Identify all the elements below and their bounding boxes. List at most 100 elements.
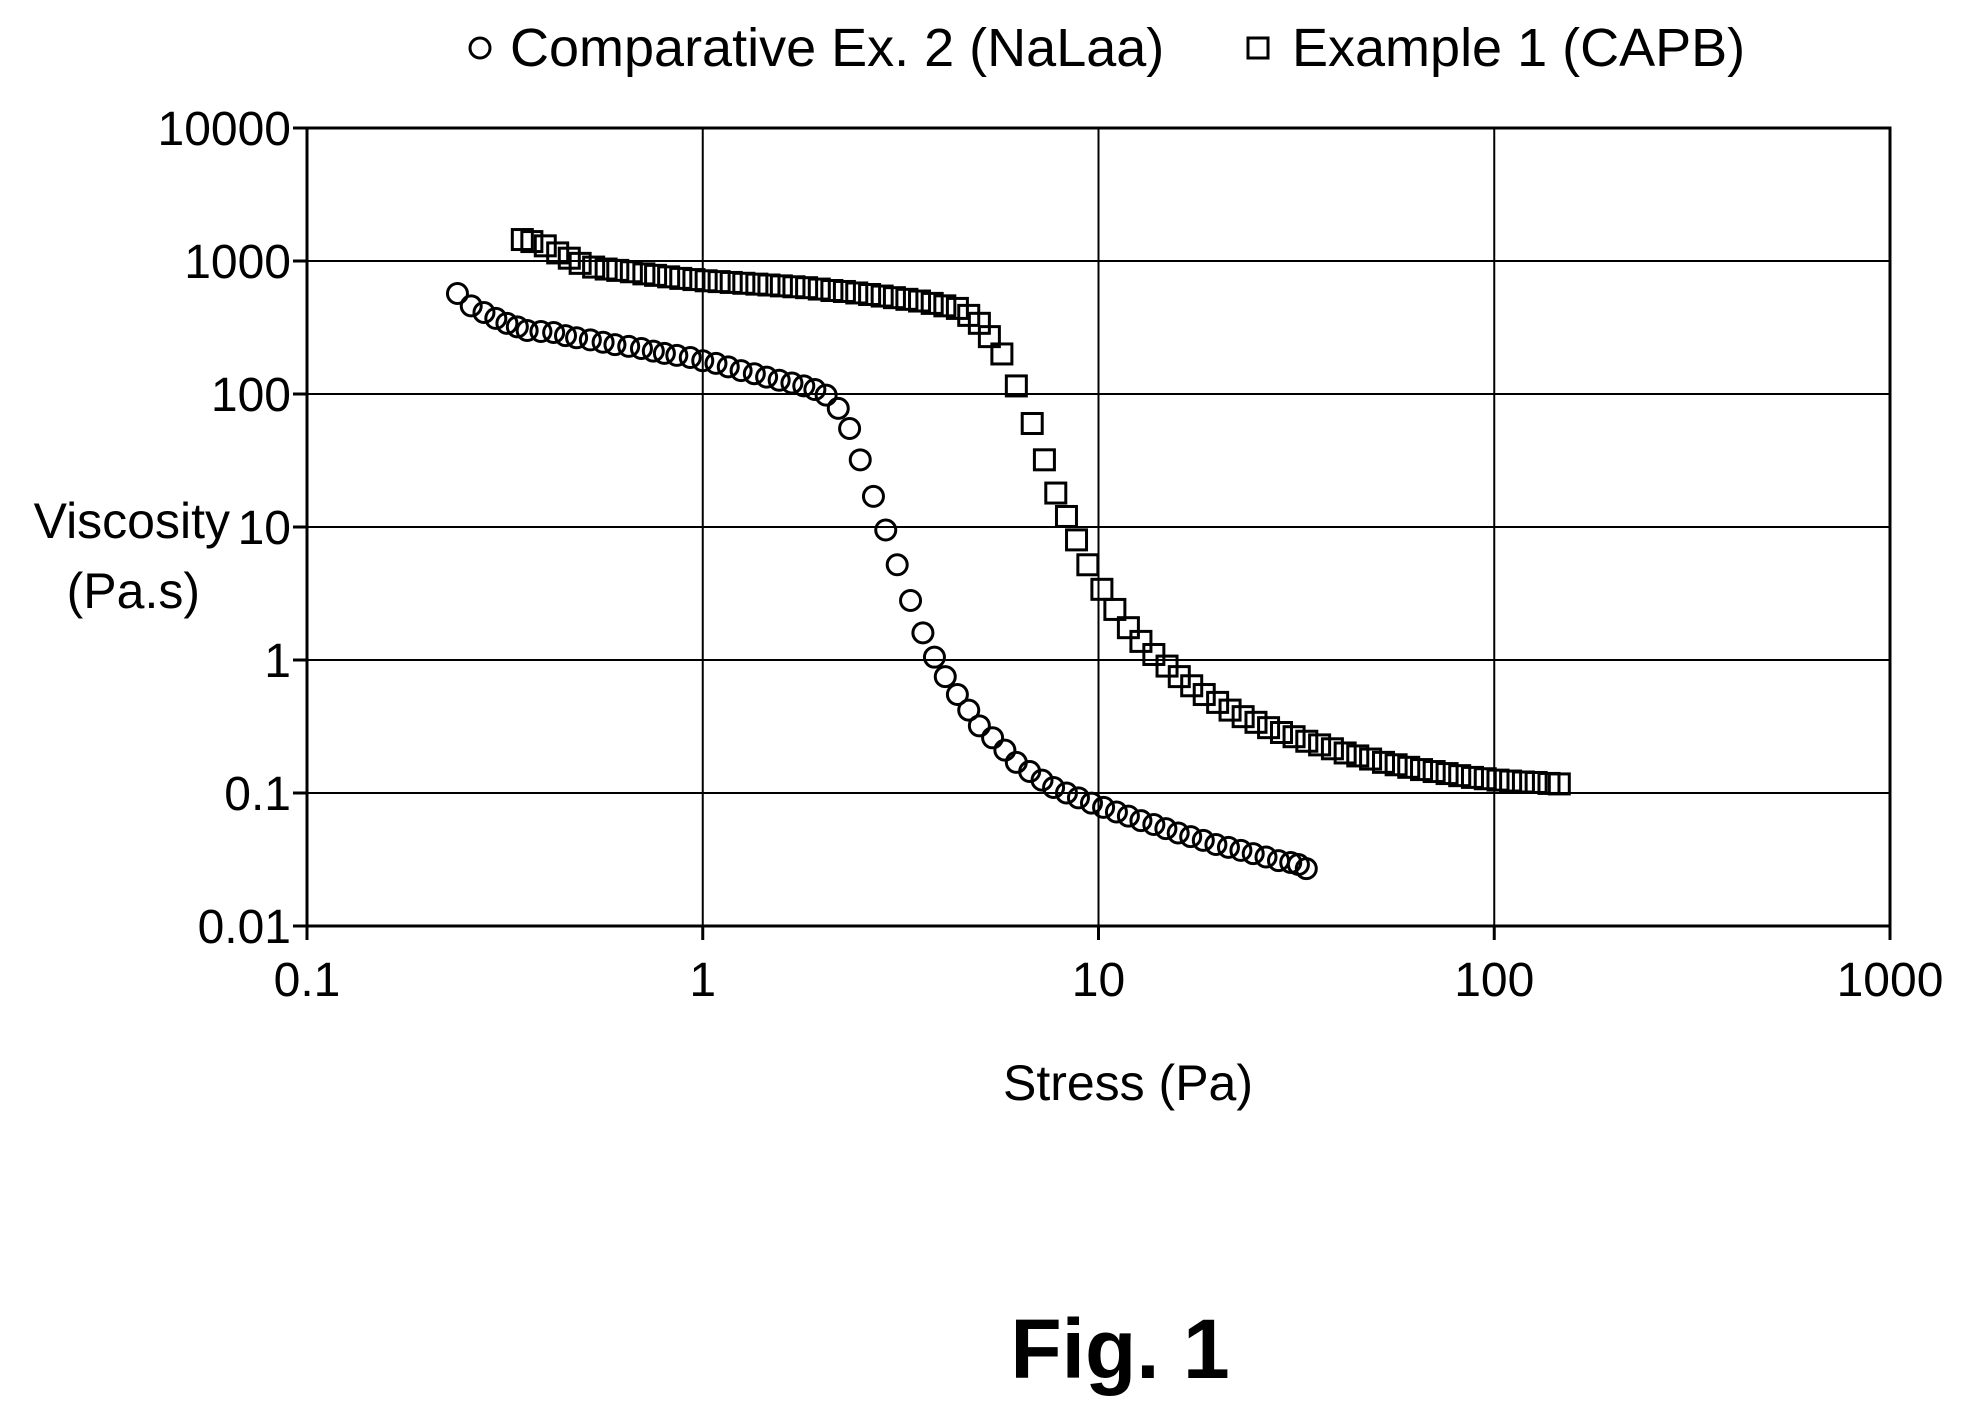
data-point-series-2 — [682, 268, 706, 292]
x-tick-label: 1000 — [1837, 954, 1944, 1007]
y-tick-label: 10000 — [158, 103, 291, 156]
data-point-series-2 — [807, 277, 831, 301]
data-point-series-2 — [1547, 772, 1571, 796]
data-point-series-2 — [1359, 747, 1383, 771]
data-point-series-2 — [619, 260, 643, 284]
data-point-series-1 — [981, 726, 1005, 750]
x-tick-label: 10 — [1072, 954, 1125, 1007]
data-point-series-1 — [1092, 795, 1116, 819]
data-point-series-2 — [1020, 412, 1044, 436]
data-point-series-2 — [657, 265, 681, 289]
data-point-series-2 — [1473, 767, 1497, 791]
data-point-series-2 — [920, 291, 944, 315]
data-point-series-2 — [1090, 577, 1114, 601]
data-point-series-1 — [652, 341, 676, 365]
data-point-series-2 — [582, 255, 606, 279]
gridlines — [306, 127, 1891, 927]
data-point-series-1 — [1166, 821, 1190, 845]
data-point-series-2 — [845, 281, 869, 305]
y-tick-label: 10 — [238, 502, 291, 555]
data-point-series-1 — [838, 417, 862, 441]
data-point-series-2 — [1486, 768, 1510, 792]
data-point-series-2 — [820, 279, 844, 303]
data-point-series-1 — [1142, 812, 1166, 836]
data-point-series-2 — [882, 286, 906, 310]
data-point-series-2 — [908, 289, 932, 313]
data-point-series-1 — [1079, 791, 1103, 815]
data-point-series-1 — [641, 339, 665, 363]
data-point-series-2 — [1076, 553, 1100, 577]
data-point-series-2 — [1032, 448, 1056, 472]
x-axis-label: Stress (Pa) — [1003, 1055, 1253, 1111]
data-point-series-2 — [1054, 504, 1078, 528]
data-point-series-1 — [911, 621, 935, 645]
data-point-series-2 — [1372, 750, 1396, 774]
data-point-series-2 — [546, 241, 570, 265]
data-point-series-1 — [554, 324, 578, 348]
data-point-series-2 — [1410, 758, 1434, 782]
data-point-series-2 — [977, 325, 1001, 349]
data-point-series-1 — [459, 294, 483, 318]
legend-label-series-1: Comparative Ex. 2 (NaLaa) — [510, 18, 1164, 78]
legend-label-series-2: Example 1 (CAPB) — [1292, 18, 1745, 78]
data-point-series-2 — [769, 274, 793, 298]
data-point-series-2 — [858, 282, 882, 306]
data-point-series-2 — [1116, 616, 1140, 640]
data-point-series-2 — [1346, 744, 1370, 768]
data-point-series-2 — [782, 275, 806, 299]
data-point-series-1 — [1054, 781, 1078, 805]
data-point-series-1 — [691, 349, 715, 373]
data-point-series-2 — [1044, 481, 1068, 505]
data-point-series-2 — [757, 273, 781, 297]
data-point-series-1 — [767, 368, 791, 392]
data-point-series-2 — [568, 251, 592, 275]
figure-caption: Fig. 1 — [1010, 1302, 1229, 1396]
data-point-series-1 — [472, 300, 496, 324]
data-point-series-1 — [803, 378, 827, 402]
data-point-series-1 — [755, 365, 779, 389]
data-point-series-2 — [694, 269, 718, 293]
legend-square-marker — [1246, 36, 1270, 60]
data-point-series-2 — [870, 284, 894, 308]
data-point-series-2 — [1206, 690, 1230, 714]
y-axis-label-line-2: (Pa.s) — [67, 563, 200, 619]
data-point-series-2 — [520, 230, 544, 254]
data-point-series-2 — [1142, 642, 1166, 666]
data-point-series-2 — [1320, 737, 1344, 761]
data-point-series-2 — [1397, 755, 1421, 779]
data-point-series-1 — [1154, 817, 1178, 841]
data-point-series-1 — [874, 518, 898, 542]
data-point-series-1 — [704, 351, 728, 375]
data-point-series-1 — [484, 306, 508, 330]
data-point-series-1 — [1254, 845, 1278, 869]
data-point-series-1 — [1179, 825, 1203, 849]
data-point-series-1 — [861, 484, 885, 508]
data-point-series-2 — [533, 234, 557, 258]
data-point-series-2 — [832, 279, 856, 303]
data-point-series-1 — [505, 315, 529, 339]
data-point-series-2 — [933, 294, 957, 318]
data-point-series-2 — [644, 263, 668, 287]
x-tick-label: 0.1 — [274, 954, 341, 1007]
data-point-series-1 — [617, 334, 641, 358]
data-point-series-1 — [1229, 838, 1253, 862]
data-point-series-2 — [1422, 760, 1446, 784]
data-point-series-1 — [1042, 775, 1066, 799]
data-point-series-1 — [885, 553, 909, 577]
data-point-series-2 — [795, 276, 819, 300]
data-point-series-2 — [1269, 721, 1293, 745]
data-point-series-2 — [1244, 710, 1268, 734]
data-point-series-2 — [1231, 705, 1255, 729]
data-point-series-2 — [895, 287, 919, 311]
data-point-series-2 — [1499, 769, 1523, 793]
y-tick-label: 100 — [211, 369, 291, 422]
data-point-series-1 — [1204, 832, 1228, 856]
data-point-series-1 — [1191, 828, 1215, 852]
data-point-series-2 — [990, 342, 1014, 366]
data-point-series-2 — [594, 257, 618, 281]
data-point-series-2 — [1192, 683, 1216, 707]
data-point-series-2 — [1448, 764, 1472, 788]
y-tick-label: 1 — [264, 635, 291, 688]
data-point-series-1 — [515, 319, 539, 343]
